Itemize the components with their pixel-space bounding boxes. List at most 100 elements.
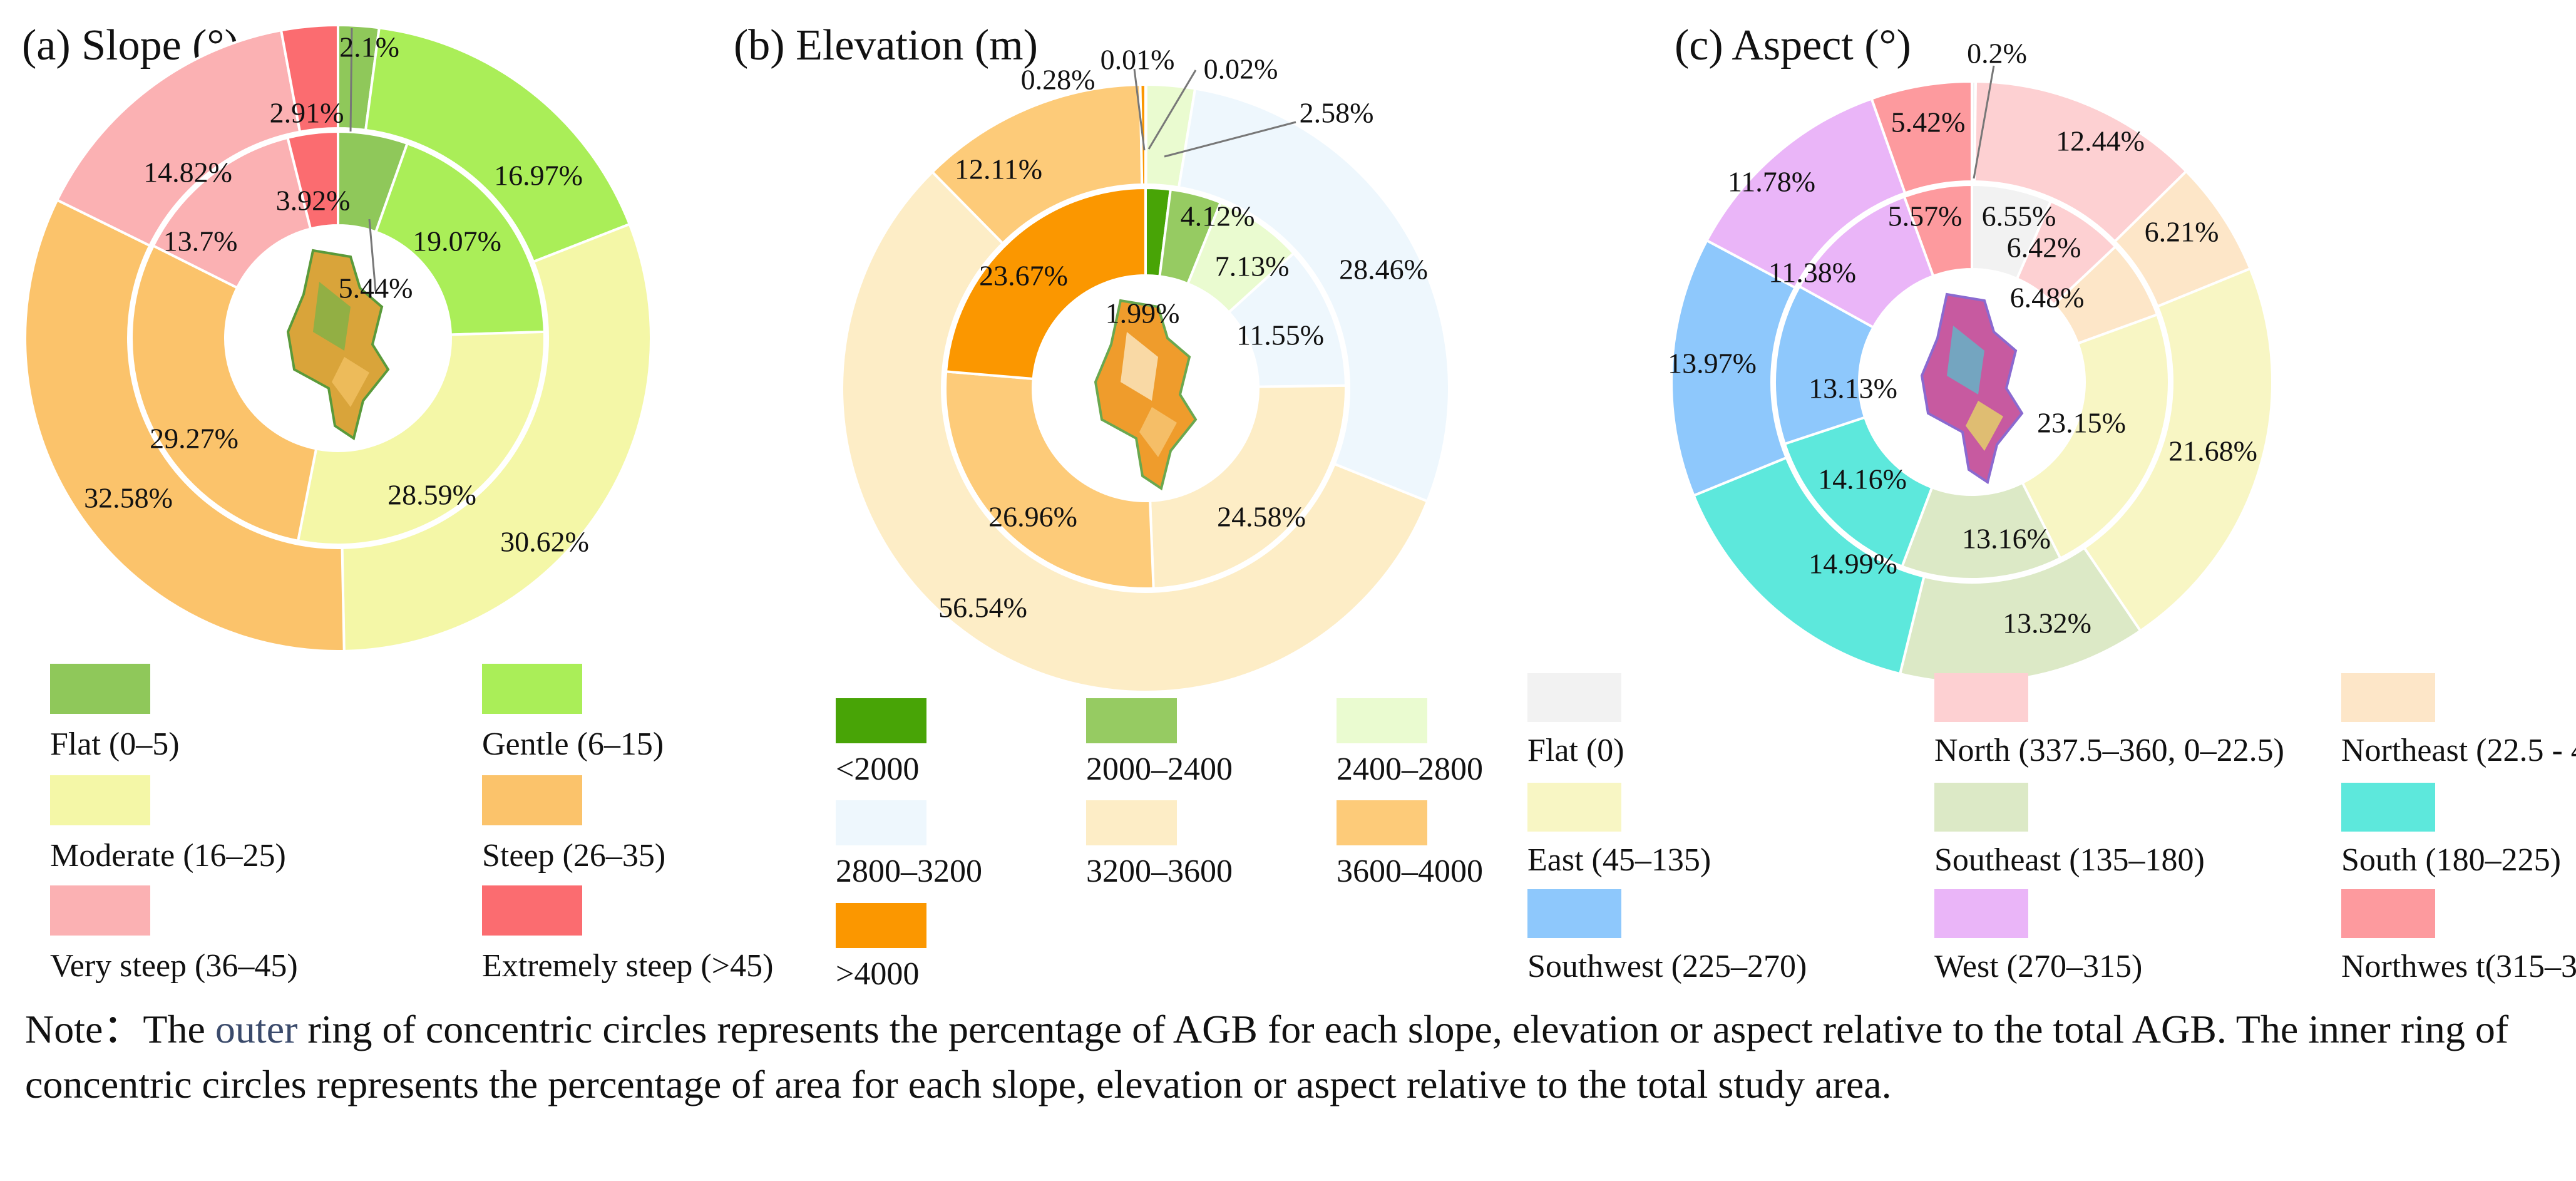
- outer-label-moderate-16-25: 30.62%: [500, 526, 589, 558]
- outer-label-very-steep-36-45: 14.82%: [143, 157, 232, 188]
- legend-label-gentle-6-15: Gentle (6–15): [482, 726, 664, 762]
- legend-label-north-337-5-360-0-22-5: North (337.5–360, 0–22.5): [1934, 733, 2284, 768]
- legend-swatch-2800-3200: [836, 800, 926, 845]
- inner-label-gentle-6-15: 19.07%: [413, 225, 501, 257]
- outer-slice-2800-3200: [1177, 87, 1450, 503]
- study-area-map-icon: [1094, 299, 1198, 491]
- legend-swatch-southeast-135-180: [1934, 783, 2028, 832]
- inner-label-southwest-225-270: 13.13%: [1809, 373, 1897, 405]
- legend-swatch-gentle-6-15: [482, 664, 582, 714]
- legend-swatch-4000: [836, 903, 926, 948]
- inner-slice-moderate-16-25: [296, 330, 546, 546]
- chart-1: (a) Slope (°) 2.1%16.97%30.62%32.58%14.82…: [22, 21, 773, 984]
- legend: Flat (0) North (337.5–360, 0–22.5) Northea…: [1527, 673, 2576, 984]
- inner-label-2400-2800: 7.13%: [1215, 250, 1290, 282]
- legend-label-flat-0-5: Flat (0–5): [50, 726, 180, 762]
- chart-title: (c) Aspect (°): [1675, 21, 1911, 70]
- outer-label-2000-2400: 0.02%: [1204, 53, 1278, 85]
- legend-label-steep-26-35: Steep (26–35): [482, 838, 665, 874]
- legend-label-southwest-225-270: Southwest (225–270): [1527, 949, 1807, 984]
- outer-label-flat-0: 0.2%: [1967, 38, 2027, 70]
- leader-line: [349, 28, 353, 132]
- note-prefix: Note：: [25, 1007, 143, 1051]
- inner-label-4000: 23.67%: [979, 260, 1068, 292]
- legend-swatch-north-337-5-360-0-22-5: [1934, 673, 2028, 722]
- outer-label-west-270-315: 11.78%: [1728, 166, 1815, 198]
- inner-label-flat-0-5: 5.44%: [339, 272, 413, 304]
- outer-label-3200-3600: 56.54%: [938, 592, 1027, 624]
- inner-slice-very-steep-36-45: [151, 136, 312, 290]
- inner-label-flat-0: 6.55%: [1982, 200, 2056, 232]
- legend: Flat (0–5) Gentle (6–15) Moderate (16–25) S…: [50, 664, 773, 984]
- legend-label-west-270-315: West (270–315): [1934, 949, 2142, 984]
- legend-label-2400-2800: 2400–2800: [1337, 751, 1483, 787]
- note-part1: The: [143, 1007, 215, 1051]
- inner-label-extremely-steep-45: 3.92%: [276, 185, 351, 217]
- legend-label-flat-0: Flat (0): [1527, 733, 1624, 768]
- inner-label-south-180-225: 14.16%: [1818, 463, 1907, 495]
- legend-label-northwes-t-315-337-5: Northwes t(315–337.5): [2341, 949, 2576, 984]
- legend: <2000 2000–2400 2400–2800 2800–3200 3200–360…: [836, 698, 1483, 992]
- inner-label-2000: 1.99%: [1106, 297, 1180, 329]
- legend-swatch-moderate-16-25: [50, 775, 150, 825]
- legend-label-northeast-22-5-45: Northeast (22.5 - 45): [2341, 733, 2576, 768]
- inner-label-2800-3200: 11.55%: [1236, 319, 1324, 351]
- outer-label-south-180-225: 14.99%: [1809, 548, 1897, 580]
- inner-slice-northwes-t-315-337-5: [1902, 183, 1973, 278]
- outer-label-north-337-5-360-0-22-5: 12.44%: [2056, 125, 2145, 157]
- inner-slice-3600-4000: [944, 370, 1155, 590]
- legend-label-3600-4000: 3600–4000: [1337, 854, 1483, 889]
- legend-label-extremely-steep-45: Extremely steep (>45): [482, 948, 773, 984]
- outer-label-southwest-225-270: 13.97%: [1668, 348, 1757, 379]
- outer-label-3600-4000: 12.11%: [955, 153, 1042, 185]
- inner-label-steep-26-35: 29.27%: [150, 423, 239, 455]
- legend-label-2800-3200: 2800–3200: [836, 854, 982, 889]
- legend-swatch-very-steep-36-45: [50, 885, 150, 936]
- inner-label-3600-4000: 26.96%: [988, 501, 1077, 533]
- legend-swatch-2000-2400: [1086, 698, 1177, 743]
- chart-2: (b) Elevation (m) 0.01% 0.02% 2.58% 28.46% 56…: [734, 21, 1483, 992]
- legend-swatch-flat-0: [1527, 673, 1621, 722]
- legend-swatch-east-45-135: [1527, 783, 1621, 832]
- legend-swatch-west-270-315: [1934, 889, 2028, 938]
- outer-label-northwes-t-315-337-5: 5.42%: [1891, 106, 1966, 138]
- inner-label-very-steep-36-45: 13.7%: [163, 225, 238, 257]
- outer-label-steep-26-35: 32.58%: [84, 482, 173, 514]
- leader-line: [1164, 121, 1296, 158]
- legend-label-2000: <2000: [836, 751, 919, 787]
- legend-swatch-south-180-225: [2341, 783, 2435, 832]
- inner-slice-steep-26-35: [130, 244, 318, 543]
- inner-label-north-337-5-360-0-22-5: 6.42%: [2007, 232, 2081, 264]
- outer-label-4000: 0.28%: [1021, 64, 1096, 96]
- outer-slice-northwes-t-315-337-5: [1870, 80, 1973, 195]
- inner-slice-gentle-6-15: [374, 142, 546, 336]
- leader-line: [368, 219, 377, 292]
- inner-label-west-270-315: 11.38%: [1768, 257, 1856, 289]
- outer-slice-moderate-16-25: [341, 222, 652, 652]
- legend-label-very-steep-36-45: Very steep (36–45): [50, 948, 298, 984]
- outer-slice-gentle-6-15: [364, 26, 632, 264]
- legend-label-south-180-225: South (180–225): [2341, 842, 2561, 878]
- outer-slice-east-45-135: [2082, 267, 2274, 633]
- legend-label-southeast-135-180: Southeast (135–180): [1934, 842, 2205, 878]
- outer-slice-southwest-225-270: [1670, 239, 1797, 497]
- outer-label-flat-0-5: 2.1%: [339, 31, 399, 63]
- outer-label-2400-2800: 2.58%: [1300, 97, 1374, 129]
- inner-label-3200-3600: 24.58%: [1217, 501, 1306, 533]
- leader-line: [1973, 65, 1995, 179]
- outer-label-northeast-22-5-45: 6.21%: [2145, 216, 2219, 248]
- outer-label-2800-3200: 28.46%: [1339, 254, 1428, 286]
- legend-swatch-3600-4000: [1337, 800, 1427, 845]
- inner-slice-3200-3600: [1149, 384, 1347, 590]
- note-highlight: outer: [215, 1007, 298, 1051]
- legend-swatch-northwes-t-315-337-5: [2341, 889, 2435, 938]
- study-area-map-icon: [286, 249, 390, 441]
- study-area-map-icon: [1920, 292, 2024, 485]
- legend-label-moderate-16-25: Moderate (16–25): [50, 838, 286, 874]
- legend-label-2000-2400: 2000–2400: [1086, 751, 1233, 787]
- chart-3: (c) Aspect (°) 0.2% 12.44% 6.21% 21.68% 13.32…: [1527, 21, 2576, 984]
- outer-slice-steep-26-35: [24, 198, 346, 652]
- outer-label-gentle-6-15: 16.97%: [494, 160, 583, 192]
- inner-label-moderate-16-25: 28.59%: [387, 479, 476, 511]
